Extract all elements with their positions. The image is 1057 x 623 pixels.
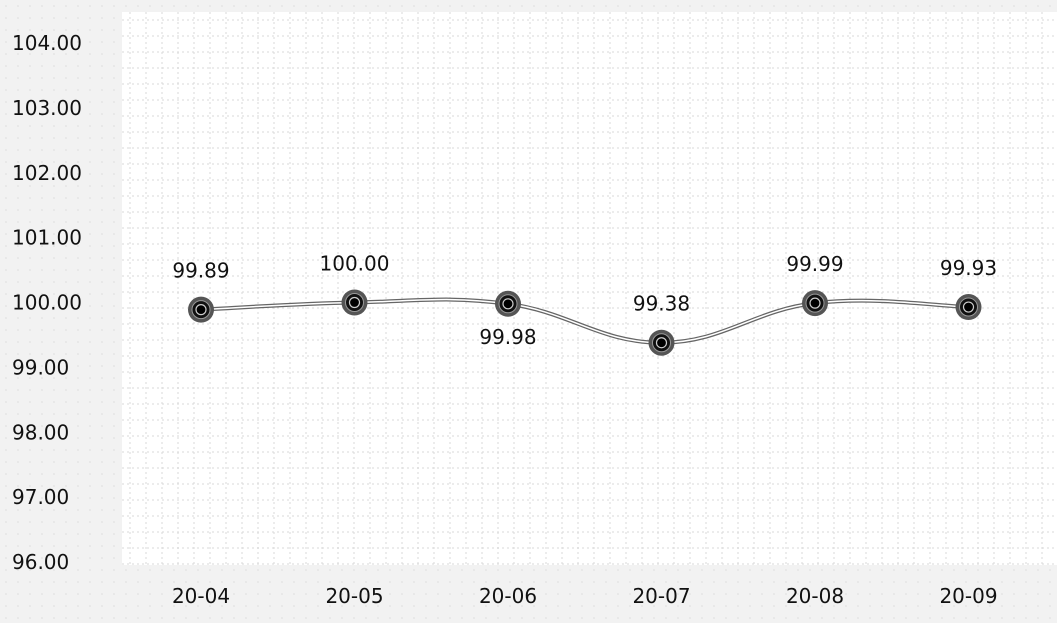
y-tick-label: 100.00 [12, 291, 82, 315]
y-tick-label: 99.00 [12, 355, 69, 379]
y-tick-label: 102.00 [12, 161, 82, 185]
grid-lines [122, 12, 1057, 565]
data-point-core [348, 296, 361, 309]
plot-area [122, 12, 1057, 565]
y-tick-label: 97.00 [12, 485, 69, 509]
y-tick-label: 104.00 [12, 31, 82, 55]
x-axis-ticks: 20-04 20-05 20-06 20-07 20-08 20-09 [172, 584, 998, 608]
data-point-core [195, 304, 207, 316]
data-point-core [962, 301, 975, 313]
series-line [200, 298, 969, 344]
x-tick-label: 20-07 [632, 584, 690, 608]
x-tick-label: 20-09 [939, 584, 997, 608]
data-label: 99.93 [940, 256, 997, 280]
data-label: 99.98 [479, 325, 536, 349]
x-tick-label: 20-06 [479, 584, 537, 608]
data-label: 99.89 [172, 259, 229, 283]
y-axis-ticks: 96.00 97.00 98.00 99.00 100.00 101.00 102.00 10… [12, 31, 82, 574]
y-tick-label: 96.00 [12, 550, 69, 574]
data-point-core [809, 297, 821, 309]
x-tick-label: 20-04 [172, 584, 230, 608]
data-label: 100.00 [320, 252, 390, 276]
data-point-core [502, 298, 514, 310]
y-tick-label: 101.00 [12, 226, 82, 250]
x-tick-label: 20-08 [786, 584, 844, 608]
data-label: 99.38 [633, 292, 690, 316]
y-tick-label: 103.00 [12, 96, 82, 120]
y-tick-label: 98.00 [12, 420, 69, 444]
data-label: 99.99 [786, 252, 843, 276]
data-point-core [655, 337, 668, 349]
series-group: 99.89 100.00 99.98 99.38 99.99 99.93 [172, 252, 997, 356]
x-tick-label: 20-05 [325, 584, 383, 608]
